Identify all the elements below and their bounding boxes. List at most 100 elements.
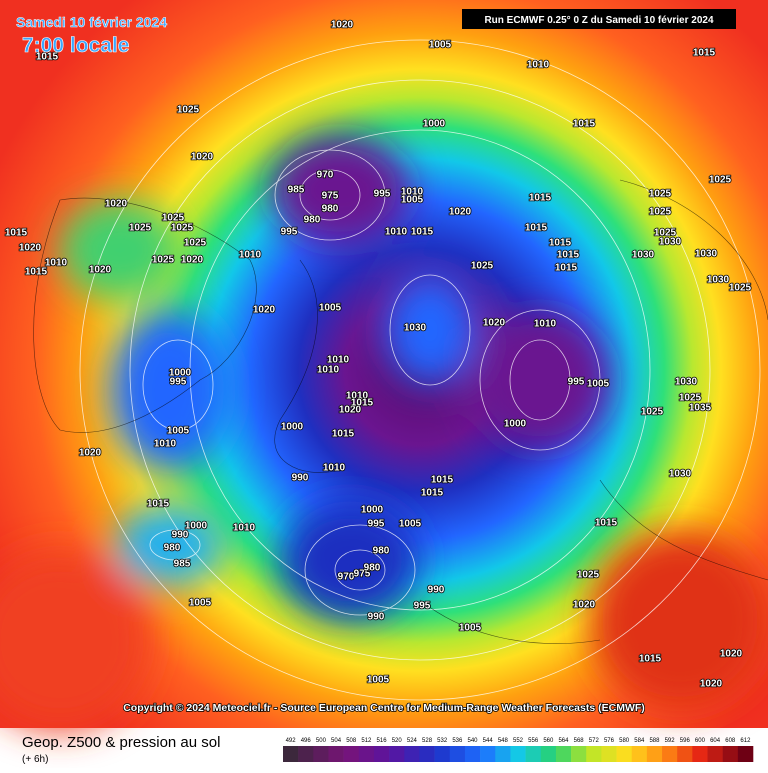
legend-swatch xyxy=(601,746,617,762)
legend-swatch xyxy=(555,746,572,762)
legend-label: 596 xyxy=(680,738,691,744)
pressure-label: 1010 xyxy=(233,523,256,534)
legend-swatch xyxy=(343,746,360,762)
pressure-label: 1030 xyxy=(632,250,655,261)
pressure-label: 995 xyxy=(368,519,385,530)
pressure-label: 1010 xyxy=(239,250,262,261)
legend-swatch xyxy=(662,746,678,762)
pressure-label: 1025 xyxy=(171,223,194,234)
legend-label: 592 xyxy=(665,738,676,744)
pressure-label: 980 xyxy=(322,204,339,215)
legend-label: 500 xyxy=(316,738,327,744)
legend-swatch xyxy=(616,746,633,762)
legend-label: 532 xyxy=(437,738,448,744)
legend-swatch xyxy=(373,746,390,762)
pressure-label: 1000 xyxy=(504,419,527,430)
legend-swatch xyxy=(677,746,693,762)
pressure-label: 1020 xyxy=(573,600,596,611)
legend-label: 528 xyxy=(422,738,433,744)
pressure-label: 995 xyxy=(170,377,187,388)
pressure-label: 1005 xyxy=(319,303,342,314)
legend-swatch xyxy=(525,746,542,762)
legend-label: 584 xyxy=(634,738,645,744)
pressure-label: 1010 xyxy=(401,187,424,198)
legend-swatch xyxy=(510,746,526,762)
legend-label: 608 xyxy=(725,738,736,744)
pressure-label: 1005 xyxy=(367,675,390,686)
pressure-label: 995 xyxy=(374,189,391,200)
pressure-label: 1020 xyxy=(191,152,214,163)
pressure-label: 995 xyxy=(568,377,585,388)
pressure-label: 1010 xyxy=(346,391,369,402)
pressure-label: 1005 xyxy=(401,195,424,206)
pressure-label: 970 xyxy=(317,170,334,181)
run-info: Run ECMWF 0.25° 0 Z du Samedi 10 février… xyxy=(484,15,714,26)
pressure-label: 1010 xyxy=(317,365,340,376)
legend-label: 520 xyxy=(392,738,403,744)
coastlines xyxy=(33,179,768,644)
pressure-label: 1020 xyxy=(700,679,723,690)
pressure-label: 995 xyxy=(281,227,298,238)
pressure-label: 1025 xyxy=(184,238,207,249)
pressure-label: 1015 xyxy=(529,193,552,204)
legend-swatch xyxy=(737,746,754,762)
pressure-label: 975 xyxy=(322,191,339,202)
legend-label: 496 xyxy=(301,738,312,744)
pressure-label: 1020 xyxy=(720,649,743,660)
pressure-label: 1025 xyxy=(649,189,672,200)
pressure-label: 1015 xyxy=(573,119,596,130)
legend-label: 600 xyxy=(695,738,706,744)
pressure-label: 1020 xyxy=(19,243,42,254)
legend-label: 492 xyxy=(286,738,297,744)
legend-swatch xyxy=(631,746,648,762)
pressure-label: 1005 xyxy=(459,623,482,634)
pressure-label: 1025 xyxy=(709,175,732,186)
legend-swatch xyxy=(298,746,314,762)
legend-label: 536 xyxy=(452,738,463,744)
pressure-label: 1005 xyxy=(587,379,610,390)
legend: 492 496 500 504 508 512 516 520 524 528 532 536 540 5… xyxy=(283,738,754,762)
legend-swatch xyxy=(283,746,299,762)
pressure-label: 990 xyxy=(368,612,385,623)
legend-label: 576 xyxy=(604,738,615,744)
pressure-label: 1015 xyxy=(595,518,618,529)
pressure-label: 1015 xyxy=(411,227,434,238)
time: 7:00 locale xyxy=(22,34,129,57)
legend-label: 556 xyxy=(528,738,539,744)
legend-swatch xyxy=(480,746,496,762)
legend-swatch xyxy=(586,746,602,762)
pressure-label: 980 xyxy=(164,543,181,554)
copyright: Copyright © 2024 Meteociel.fr - Source E… xyxy=(123,702,645,714)
legend-swatch xyxy=(404,746,420,762)
legend-swatch xyxy=(434,746,451,762)
legend-label: 612 xyxy=(740,738,751,744)
pressure-label: 1010 xyxy=(45,258,68,269)
legend-label: 552 xyxy=(513,738,524,744)
run-box xyxy=(462,9,736,29)
pressure-label: 1000 xyxy=(361,505,384,516)
pressure-label: 1025 xyxy=(129,223,152,234)
pressure-label: 1020 xyxy=(181,255,204,266)
pressure-label: 1005 xyxy=(167,426,190,437)
pressure-label: 1020 xyxy=(339,405,362,416)
legend-label: 560 xyxy=(543,738,554,744)
pressure-label: 1015 xyxy=(693,48,716,59)
pressure-label: 1025 xyxy=(679,393,702,404)
pressure-label: 1030 xyxy=(669,469,692,480)
pressure-label: 985 xyxy=(288,185,305,196)
pressure-label: 1015 xyxy=(555,263,578,274)
height-anomalies xyxy=(0,135,768,730)
pressure-label: 970 xyxy=(338,572,355,583)
pressure-label: 1025 xyxy=(729,283,752,294)
legend-swatch xyxy=(722,746,739,762)
legend-label: 588 xyxy=(649,738,660,744)
legend-label: 516 xyxy=(377,738,388,744)
pressure-label: 1020 xyxy=(483,318,506,329)
legend-label: 508 xyxy=(346,738,357,744)
legend-swatch xyxy=(692,746,708,762)
pressure-label: 1025 xyxy=(649,207,672,218)
pressure-label: 1025 xyxy=(654,228,677,239)
legend-swatch xyxy=(646,746,663,762)
pressure-label: 1015 xyxy=(431,475,454,486)
